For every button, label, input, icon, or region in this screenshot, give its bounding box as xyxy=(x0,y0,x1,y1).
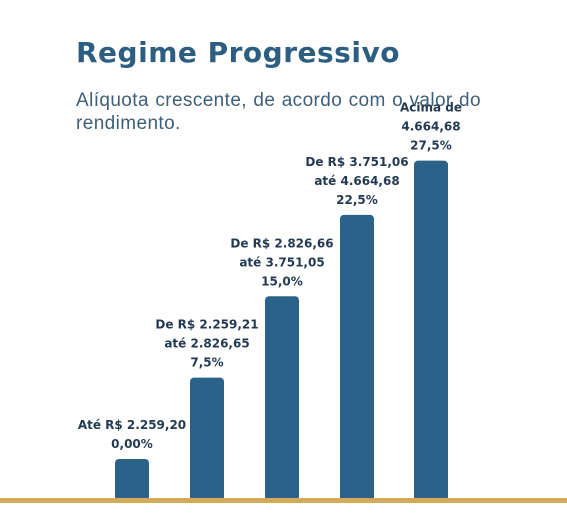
bar-4 xyxy=(340,214,374,501)
value-label-2: 7,5% xyxy=(190,356,223,370)
value-label-3: 15,0% xyxy=(261,274,303,288)
category-label-4-line-1: De R$ 3.751,06 xyxy=(305,155,408,169)
category-label-3-line-1: De R$ 2.826,66 xyxy=(230,236,333,250)
bar-3 xyxy=(265,296,299,501)
category-label-2-line-1: De R$ 2.259,21 xyxy=(155,318,258,332)
bar-2 xyxy=(190,377,224,501)
value-label-1: 0,00% xyxy=(111,437,153,451)
bar-1 xyxy=(115,459,149,501)
category-label-4-line-2: até 4.664,68 xyxy=(314,174,399,188)
value-label-5: 27,5% xyxy=(410,139,452,153)
bar-5 xyxy=(414,160,448,501)
category-label-3-line-2: até 3.751,05 xyxy=(239,255,324,269)
chart-subtitle: Alíquota crescente, de acordo com o valo… xyxy=(76,90,481,134)
category-label-1-line-1: Até R$ 2.259,20 xyxy=(78,418,186,432)
category-label-2-line-2: até 2.826,65 xyxy=(164,337,249,351)
category-label-5-line-1: Acima de xyxy=(400,101,462,115)
value-label-4: 22,5% xyxy=(336,193,378,207)
chart-title: Regime Progressivo xyxy=(76,36,400,69)
category-label-5-line-2: 4.664,68 xyxy=(401,120,460,134)
